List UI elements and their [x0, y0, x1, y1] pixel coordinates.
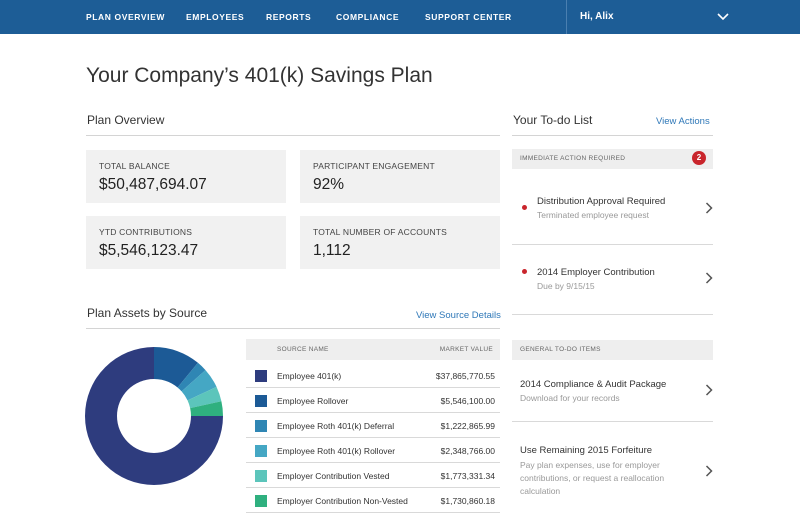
source-name: Employer Contribution Vested [277, 471, 390, 481]
legend-swatch [255, 420, 267, 432]
market-value: $37,865,770.55 [435, 371, 495, 381]
todo-title: 2014 Compliance & Audit Package [520, 379, 667, 390]
todo-title: 2014 Employer Contribution [537, 267, 655, 278]
page-title: Your Company’s 401(k) Savings Plan [86, 64, 433, 87]
kpi-value: 92% [313, 176, 345, 193]
plan-overview-rule [86, 135, 500, 136]
immediate-action-header: Immediate Action Required 2 [512, 149, 713, 169]
view-actions-link[interactable]: View Actions [656, 116, 710, 127]
todo-subtitle: Pay plan expenses, use for employer cont… [520, 460, 665, 496]
alert-dot-icon [522, 269, 527, 274]
column-header-market-value: Market Value [439, 346, 493, 353]
source-name: Employee 401(k) [277, 371, 342, 381]
donut-slice [154, 347, 198, 388]
general-todo-label: General To-do Items [520, 346, 601, 353]
top-nav: Plan Overview Employees Reports Complian… [0, 0, 800, 34]
table-row: Employer Contribution Vested $1,773,331.… [246, 463, 500, 488]
kpi-label: Total Balance [99, 161, 170, 171]
kpi-label: YTD Contributions [99, 227, 193, 237]
view-source-details-link[interactable]: View Source Details [416, 310, 501, 321]
source-table-header: Source Name Market Value [246, 339, 500, 360]
immediate-action-label: Immediate Action Required [520, 155, 626, 162]
chevron-right-icon[interactable] [705, 384, 713, 396]
todo-item-compliance-package[interactable]: 2014 Compliance & Audit Package Download… [512, 363, 713, 422]
todo-subtitle: Due by 9/15/15 [537, 281, 595, 291]
table-row: Employee Roth 401(k) Rollover $2,348,766… [246, 438, 500, 463]
user-greeting[interactable]: Hi, Alix [580, 11, 614, 22]
todo-title: Use Remaining 2015 Forfeiture [520, 445, 653, 456]
kpi-card-total-accounts: Total Number of Accounts 1,112 [300, 216, 500, 269]
todo-item-distribution-approval[interactable]: Distribution Approval Required Terminate… [512, 172, 713, 245]
legend-swatch [255, 495, 267, 507]
kpi-label: Total Number of Accounts [313, 227, 448, 237]
general-todo-header: General To-do Items [512, 340, 713, 360]
legend-swatch [255, 470, 267, 482]
legend-swatch [255, 445, 267, 457]
donut-slice [190, 401, 223, 416]
kpi-value: $5,546,123.47 [99, 242, 199, 259]
source-name: Employee Roth 401(k) Rollover [277, 446, 396, 456]
market-value: $5,546,100.00 [440, 396, 495, 406]
market-value: $1,773,331.34 [440, 471, 495, 481]
nav-employees[interactable]: Employees [186, 12, 245, 22]
kpi-card-ytd-contributions: YTD Contributions $5,546,123.47 [86, 216, 286, 269]
plan-assets-heading: Plan Assets by Source [87, 306, 208, 320]
nav-plan-overview[interactable]: Plan Overview [86, 12, 165, 22]
column-header-source-name: Source Name [277, 346, 329, 353]
alert-count-badge: 2 [692, 151, 706, 165]
todo-item-use-forfeiture[interactable]: Use Remaining 2015 Forfeiture Pay plan e… [512, 423, 713, 513]
donut-slice [181, 370, 217, 401]
chevron-right-icon[interactable] [705, 202, 713, 214]
kpi-label: Participant Engagement [313, 161, 435, 171]
legend-swatch [255, 395, 267, 407]
legend-swatch [255, 370, 267, 382]
chevron-right-icon[interactable] [705, 465, 713, 477]
chevron-down-icon[interactable] [716, 10, 730, 24]
todo-subtitle: Terminated employee request [537, 210, 649, 220]
assets-donut-chart [85, 347, 223, 485]
todo-heading: Your To-do List [513, 113, 593, 127]
todo-rule [512, 135, 713, 136]
alert-dot-icon [522, 205, 527, 210]
todo-item-employer-contribution[interactable]: 2014 Employer Contribution Due by 9/15/1… [512, 245, 713, 315]
plan-assets-rule [86, 328, 500, 329]
kpi-card-total-balance: Total Balance $50,487,694.07 [86, 150, 286, 203]
nav-compliance[interactable]: Compliance [336, 12, 400, 22]
table-row: Employee 401(k) $37,865,770.55 [246, 363, 500, 388]
kpi-card-participant-engagement: Participant Engagement 92% [300, 150, 500, 203]
market-value: $1,730,860.18 [440, 496, 495, 506]
donut-slice [85, 347, 223, 485]
source-name: Employee Rollover [277, 396, 349, 406]
kpi-value: 1,112 [313, 242, 351, 259]
nav-divider [566, 0, 567, 34]
todo-title: Distribution Approval Required [537, 196, 666, 207]
source-name: Employer Contribution Non-Vested [277, 496, 408, 506]
market-value: $1,222,865.99 [440, 421, 495, 431]
nav-support-center[interactable]: Support Center [425, 12, 512, 22]
table-row: Employee Roth 401(k) Deferral $1,222,865… [246, 413, 500, 438]
source-name: Employee Roth 401(k) Deferral [277, 421, 395, 431]
nav-reports[interactable]: Reports [266, 12, 312, 22]
table-row: Employee Rollover $5,546,100.00 [246, 388, 500, 413]
plan-overview-heading: Plan Overview [87, 113, 165, 127]
market-value: $2,348,766.00 [440, 446, 495, 456]
chevron-right-icon[interactable] [705, 272, 713, 284]
todo-subtitle: Download for your records [520, 393, 620, 403]
kpi-value: $50,487,694.07 [99, 176, 207, 193]
table-row: Employer Contribution Non-Vested $1,730,… [246, 488, 500, 513]
donut-slice [187, 386, 222, 409]
donut-slice [177, 362, 206, 392]
